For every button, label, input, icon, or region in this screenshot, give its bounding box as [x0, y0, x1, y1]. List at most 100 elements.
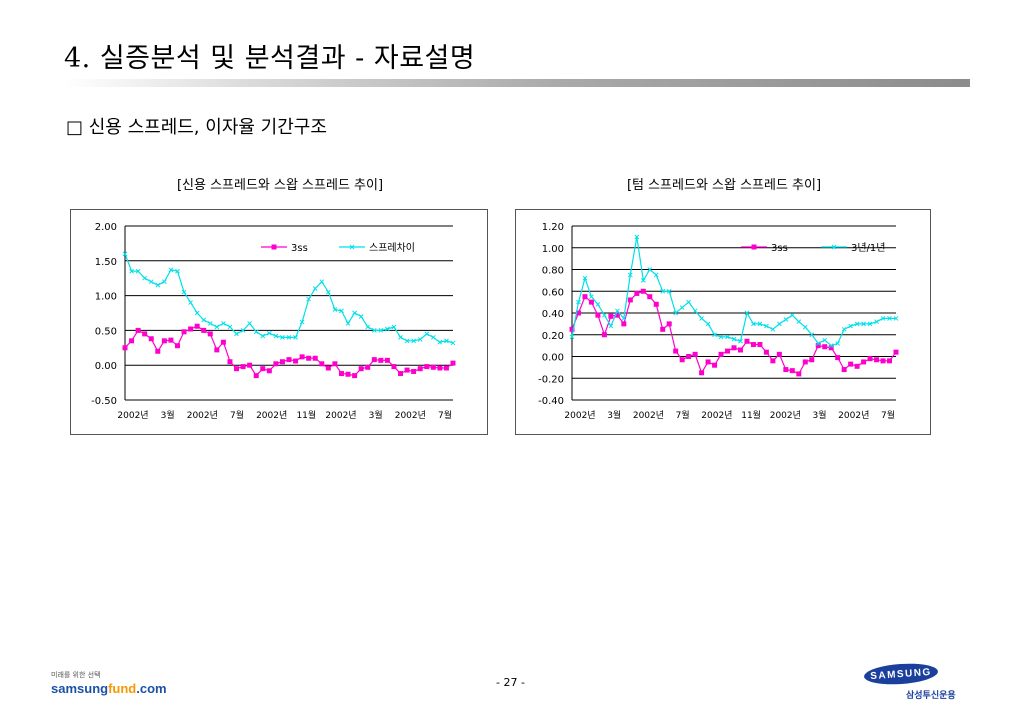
data-point	[867, 356, 873, 362]
data-point	[828, 345, 834, 351]
data-point	[135, 268, 141, 274]
data-point	[601, 332, 607, 338]
footer-website-link[interactable]: samsungfund.com	[51, 681, 167, 696]
data-point	[378, 328, 384, 333]
y-tick-label: -0.20	[538, 374, 564, 385]
data-point	[575, 310, 581, 316]
data-point	[789, 312, 795, 318]
data-point	[874, 357, 880, 363]
data-point	[757, 321, 763, 327]
data-point	[822, 344, 828, 350]
data-point	[332, 361, 338, 367]
legend-marker	[831, 244, 837, 250]
data-point	[319, 279, 325, 285]
data-point	[770, 326, 776, 332]
site-main: samsung	[51, 681, 109, 696]
data-point	[352, 310, 357, 316]
data-point	[345, 321, 351, 326]
data-point	[796, 319, 802, 325]
data-point	[737, 347, 743, 353]
data-point	[595, 312, 601, 318]
data-point	[738, 338, 743, 344]
data-point	[325, 365, 331, 371]
series-line	[124, 253, 454, 344]
data-point	[148, 336, 154, 342]
data-point	[848, 361, 854, 367]
data-point	[207, 331, 213, 337]
data-point	[247, 321, 252, 326]
data-point	[378, 357, 384, 363]
data-point	[861, 359, 867, 365]
x-tick-label: 2002년	[564, 410, 595, 421]
data-point	[168, 337, 174, 343]
data-point	[181, 329, 187, 335]
x-tick-label: 2002년	[838, 410, 869, 421]
data-point	[692, 308, 698, 314]
data-point	[365, 324, 371, 330]
data-point	[293, 335, 298, 340]
x-tick-label: 2002년	[187, 410, 218, 421]
data-point	[589, 294, 594, 300]
chart-svg: 1.201.000.800.600.400.200.00-0.20-0.4020…	[538, 222, 899, 421]
data-point	[699, 316, 704, 321]
data-point	[430, 364, 436, 370]
data-point	[796, 371, 802, 377]
data-point	[358, 314, 364, 319]
chart-title-term-spread: [텀 스프레드와 스왑 스프레드 추이]	[626, 178, 822, 193]
data-point	[835, 355, 841, 361]
data-point	[162, 279, 167, 285]
data-point	[666, 321, 672, 327]
data-point	[391, 324, 397, 330]
data-point	[686, 299, 691, 305]
data-point	[718, 351, 724, 357]
data-point	[777, 321, 782, 327]
data-point	[653, 301, 659, 307]
data-point	[887, 358, 893, 364]
x-tick-label: 2002년	[325, 410, 356, 421]
footer-tagline: 미래를 위한 선택	[51, 671, 101, 679]
data-point	[155, 282, 161, 288]
y-tick-label: 0.00	[542, 353, 564, 364]
data-point	[712, 362, 718, 368]
page-number: - 27 -	[496, 676, 525, 689]
data-point	[750, 342, 756, 348]
section-subtitle: □ 신용 스프레드, 이자율 기간구조	[66, 117, 327, 138]
data-point	[168, 267, 174, 273]
data-point	[411, 368, 417, 374]
data-point	[450, 340, 456, 346]
legend-label: 3년/1년	[851, 242, 886, 254]
y-tick-label: 1.00	[95, 292, 117, 303]
data-point	[384, 357, 390, 363]
data-point	[822, 337, 828, 343]
data-point	[332, 307, 338, 312]
data-point	[569, 326, 575, 332]
data-point	[841, 326, 847, 332]
data-point	[234, 366, 240, 372]
data-point	[783, 367, 789, 373]
data-point	[802, 324, 808, 330]
data-point	[365, 364, 371, 370]
data-point	[286, 335, 292, 340]
data-point	[679, 305, 685, 310]
data-point	[841, 367, 847, 373]
data-point	[802, 359, 808, 365]
data-point	[848, 323, 853, 329]
data-point	[880, 358, 886, 364]
data-point	[764, 323, 769, 329]
data-point	[815, 341, 821, 346]
y-tick-label: 1.20	[542, 222, 564, 233]
data-point	[437, 365, 443, 371]
data-point	[227, 324, 233, 330]
data-point	[893, 316, 899, 321]
data-point	[220, 339, 226, 345]
data-point	[129, 338, 135, 344]
data-point	[417, 337, 423, 342]
x-tick-label: 2002년	[395, 410, 426, 421]
x-tick-label: 2002년	[701, 410, 732, 421]
data-point	[174, 343, 180, 349]
data-point	[371, 357, 377, 363]
data-point	[279, 359, 285, 365]
data-point	[725, 348, 731, 354]
data-point	[757, 342, 763, 348]
